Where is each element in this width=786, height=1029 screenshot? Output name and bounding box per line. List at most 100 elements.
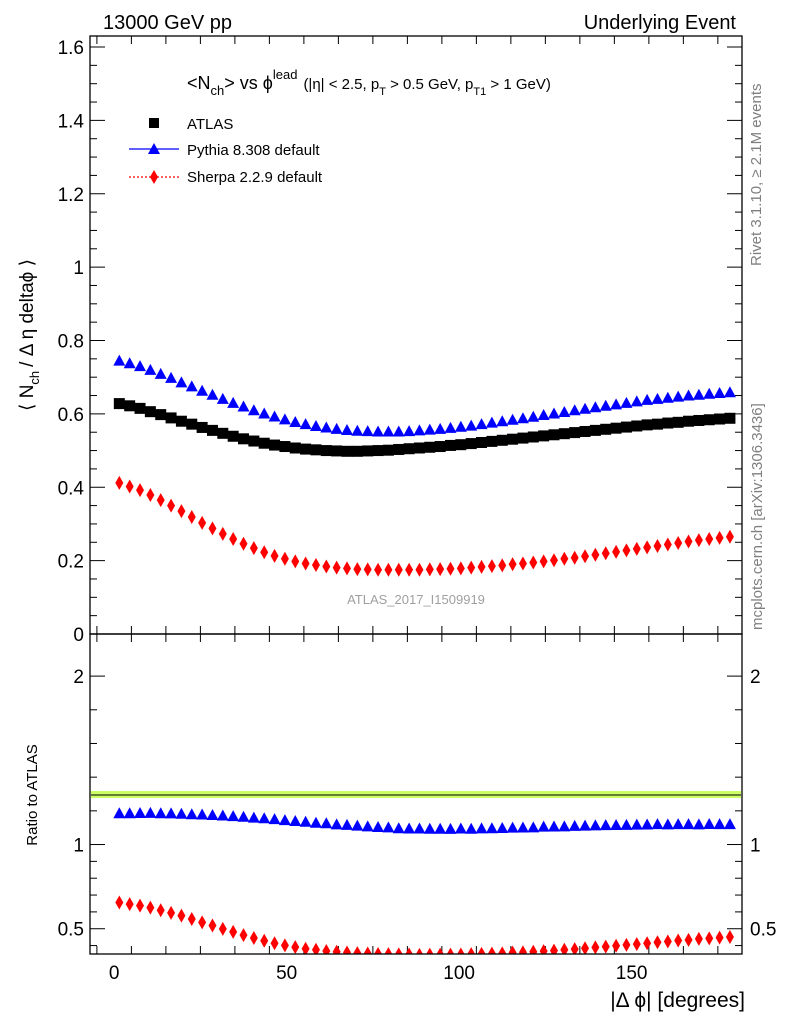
mcplots-note: mcplots.cern.ch [arXiv:1306.3436] — [749, 403, 766, 630]
pythia-ratio-point — [196, 808, 209, 820]
pythia-point — [392, 425, 405, 437]
sherpa-ratio-point — [549, 943, 558, 954]
pythia-ratio-point — [630, 818, 643, 830]
sherpa-point — [405, 562, 414, 577]
sherpa-ratio-point — [311, 942, 320, 954]
sherpa-point — [622, 543, 631, 558]
atlas-point — [269, 439, 281, 451]
sherpa-point — [518, 556, 527, 571]
atlas-point — [538, 430, 550, 442]
pythia-ratio-point — [475, 822, 488, 834]
legend-atlas-label: ATLAS — [187, 116, 233, 133]
sherpa-point — [167, 498, 176, 513]
atlas-point — [703, 414, 715, 426]
pythia-point — [620, 396, 633, 408]
xtick-label: 100 — [443, 963, 475, 984]
sherpa-ratio-point — [125, 897, 134, 912]
sherpa-point — [374, 562, 383, 577]
atlas-point — [165, 412, 177, 424]
sherpa-point — [674, 536, 683, 551]
pythia-point — [579, 402, 592, 414]
atlas-point — [579, 425, 591, 437]
sherpa-point — [363, 562, 372, 577]
pythia-ratio-point — [620, 818, 633, 830]
sherpa-point — [539, 554, 548, 569]
atlas-point — [206, 424, 218, 436]
atlas-point — [672, 416, 684, 428]
atlas-point — [558, 428, 570, 440]
pythia-ratio-point — [382, 821, 395, 833]
atlas-point — [258, 437, 270, 449]
sherpa-point — [549, 553, 558, 568]
pythia-point — [237, 400, 250, 412]
sherpa-ratio-point — [384, 947, 393, 954]
sherpa-point — [446, 561, 455, 576]
pythia-ratio-point — [723, 818, 736, 830]
pythia-ratio-point — [134, 807, 147, 819]
pythia-point — [351, 424, 364, 436]
atlas-point — [372, 445, 384, 457]
pythia-ratio-point — [341, 818, 354, 830]
pythia-ratio-point — [454, 822, 467, 834]
sherpa-ratio-point — [539, 944, 548, 954]
sherpa-ratio-point — [601, 939, 610, 954]
sherpa-ratio-point — [280, 938, 289, 953]
sherpa-point — [467, 560, 476, 575]
pythia-point — [403, 425, 416, 437]
sherpa-ratio-point — [467, 947, 476, 954]
pythia-ratio-point — [527, 821, 540, 833]
pythia-ratio-point — [485, 822, 498, 834]
sherpa-ratio-point — [705, 931, 714, 946]
pythia-ratio-point — [361, 820, 374, 832]
sherpa-point — [198, 515, 207, 530]
atlas-point — [175, 415, 187, 427]
pythia-point — [682, 389, 695, 401]
pythia-point — [434, 422, 447, 434]
sherpa-ratio-point — [270, 936, 279, 951]
atlas-point — [134, 402, 146, 414]
sherpa-ratio-point — [446, 947, 455, 954]
ratio-ytick-label: 0.5 — [58, 920, 84, 941]
sherpa-point — [570, 550, 579, 565]
pythia-point — [630, 395, 643, 407]
pythia-ratio-point — [309, 816, 322, 828]
atlas-point — [331, 445, 343, 457]
pythia-point — [175, 376, 188, 388]
sherpa-ratio-point — [260, 933, 269, 948]
sherpa-ratio-point — [436, 947, 444, 954]
pythia-ratio-point — [237, 810, 250, 822]
pythia-ratio-point — [589, 819, 602, 831]
sherpa-ratio-point — [115, 895, 124, 910]
pythia-point — [278, 413, 291, 425]
pythia-point — [165, 371, 178, 383]
sherpa-ratio-point — [218, 921, 227, 936]
pythia-point — [537, 408, 550, 420]
pythia-ratio-point — [268, 813, 281, 825]
sherpa-ratio-point — [529, 944, 538, 954]
legend-pythia-label: Pythia 8.308 default — [187, 142, 320, 159]
sherpa-ratio-point — [394, 947, 403, 954]
pythia-point — [372, 425, 385, 437]
sherpa-ratio-point — [457, 947, 465, 954]
atlas-point — [144, 406, 156, 418]
pythia-ratio-point — [320, 817, 333, 829]
pythia-point — [547, 407, 560, 419]
legend: ATLAS Pythia 8.308 default Sherpa 2.2.9 … — [129, 116, 323, 186]
sherpa-ratio-point — [622, 937, 631, 952]
pythia-ratio-point — [165, 807, 178, 819]
main-ytick-label: 1.4 — [58, 111, 85, 132]
pythia-point — [289, 415, 302, 427]
plot-title: <Nch> vs ϕlead (|η| < 2.5, pT > 0.5 GeV, … — [187, 67, 551, 98]
sherpa-point — [136, 483, 145, 498]
sherpa-point — [425, 562, 434, 577]
legend-pythia-marker — [148, 143, 160, 154]
pythia-ratio-point — [568, 819, 581, 831]
sherpa-point — [581, 549, 590, 564]
sherpa-ratio-point — [487, 946, 496, 954]
pythia-ratio-point — [299, 815, 312, 827]
pythia-ratio-point — [434, 822, 447, 834]
pythia-point — [516, 412, 529, 424]
atlas-point — [196, 421, 208, 433]
atlas-point — [507, 433, 519, 445]
